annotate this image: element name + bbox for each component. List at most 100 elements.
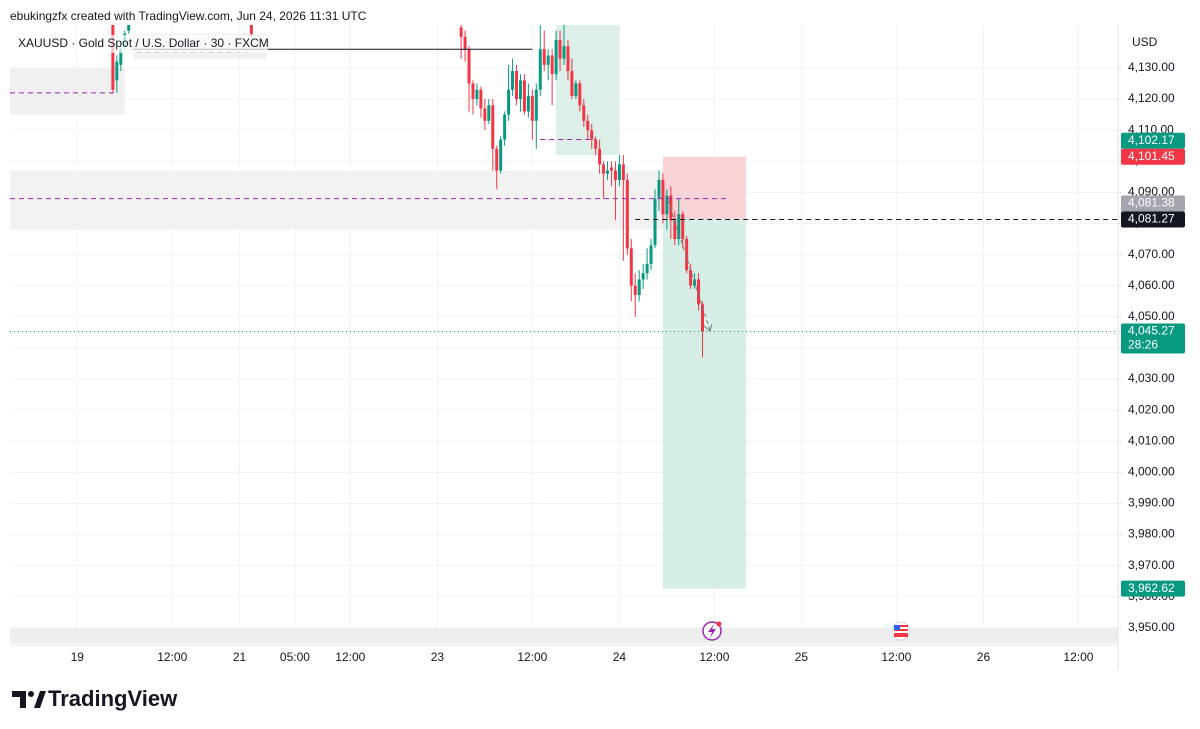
- y-tick-label: 4,030.00: [1128, 371, 1175, 385]
- candle-body: [550, 55, 554, 75]
- candle-body: [471, 83, 475, 100]
- candle-body: [562, 46, 566, 59]
- y-axis-label: USD: [1132, 35, 1158, 49]
- candle-body: [495, 148, 499, 171]
- candle-body: [645, 263, 649, 274]
- candle-body: [507, 89, 511, 115]
- candle-body: [522, 80, 526, 112]
- candle-body: [582, 105, 586, 121]
- candle-body: [491, 105, 495, 149]
- candle-body: [685, 239, 689, 271]
- price-badge: [1121, 580, 1185, 597]
- price-badge: [1121, 148, 1185, 165]
- candle-body: [625, 179, 629, 249]
- y-tick-label: 4,070.00: [1128, 247, 1175, 261]
- candle-body: [511, 71, 515, 90]
- candle-body: [657, 179, 661, 199]
- candle-body: [673, 220, 677, 240]
- candle-body: [609, 167, 613, 171]
- candle-body: [606, 170, 610, 174]
- candle-body: [526, 95, 530, 112]
- candle-body: [649, 245, 653, 264]
- drawings: [10, 25, 1118, 644]
- event-icon: [702, 621, 722, 641]
- candle-body: [499, 139, 503, 171]
- candle-body: [115, 61, 119, 81]
- candle-body: [249, 25, 253, 34]
- candle-body: [653, 198, 657, 246]
- y-tick-label: 4,050.00: [1128, 309, 1175, 323]
- candle-body: [665, 195, 669, 215]
- candle-body: [538, 49, 542, 90]
- chart-title: XAUUSD · Gold Spot / U.S. Dollar · 30 · …: [18, 36, 269, 50]
- candle-body: [689, 270, 693, 286]
- x-tick-label: 21: [233, 650, 247, 664]
- y-tick-label: 3,980.00: [1128, 527, 1175, 541]
- brand: TradingView: [48, 686, 178, 711]
- logo: [12, 691, 46, 708]
- candle-body: [586, 120, 590, 131]
- candle-body: [127, 25, 131, 31]
- candle-body: [617, 164, 621, 180]
- price-labels: 4,102.17 4,101.45 4,081.38 4,081.27 4,045.27…: [1121, 132, 1185, 597]
- target-zone: [662, 219, 747, 589]
- candle-body: [534, 89, 538, 121]
- x-tick-label: 05:00: [280, 650, 310, 664]
- x-tick-label: 12:00: [157, 650, 187, 664]
- y-tick-label: 4,120.00: [1128, 91, 1175, 105]
- candle-body: [594, 139, 598, 149]
- candle-body: [613, 170, 617, 180]
- candle-body: [578, 83, 582, 106]
- candle-body: [467, 49, 471, 84]
- candle-body: [570, 71, 574, 96]
- x-tick-label: 19: [71, 650, 85, 664]
- candle-body: [558, 39, 562, 59]
- candle-body: [483, 108, 487, 121]
- x-tick-label: 12:00: [699, 650, 729, 664]
- candle-body: [515, 71, 519, 100]
- y-tick-label: 4,060.00: [1128, 278, 1175, 292]
- candle-body: [602, 164, 606, 174]
- candle-body: [111, 25, 115, 90]
- x-tick-label: 23: [431, 650, 445, 664]
- candle-body: [566, 46, 570, 72]
- candle-body: [574, 83, 578, 96]
- zone: [10, 627, 1118, 644]
- price-badge-label: 4,101.45: [1128, 149, 1175, 163]
- candle-body: [598, 148, 602, 165]
- price-badge: [1121, 132, 1185, 149]
- legend-bg: [14, 35, 268, 53]
- candle-body: [590, 130, 594, 140]
- price-badge: [1121, 323, 1185, 354]
- candle-body: [633, 285, 637, 296]
- price-badge-label: 4,102.17: [1128, 133, 1175, 147]
- candle-body: [661, 179, 665, 215]
- y-tick-label: 4,020.00: [1128, 402, 1175, 416]
- flag-icon: [891, 621, 911, 641]
- x-tick-label: 12:00: [881, 650, 911, 664]
- x-tick-label: 24: [613, 650, 627, 664]
- candle-body: [621, 164, 625, 180]
- candle-body: [487, 105, 491, 121]
- header: ebukingzfx created with TradingView.com,…: [10, 9, 367, 23]
- candle-body: [697, 279, 701, 305]
- candle-body: [701, 304, 704, 332]
- candle-body: [475, 89, 479, 100]
- candle-body: [641, 273, 645, 280]
- price-badge-label: 4,045.27: [1128, 324, 1175, 338]
- y-tick-label: 3,950.00: [1128, 620, 1175, 634]
- candle-body: [681, 214, 685, 240]
- stop-zone: [662, 156, 747, 220]
- y-tick-label: 4,090.00: [1128, 185, 1175, 199]
- candle-body: [530, 95, 534, 121]
- x-tick-label: 12:00: [335, 650, 365, 664]
- candle-body: [119, 49, 123, 65]
- x-tick-label: 25: [795, 650, 809, 664]
- candle-body: [518, 80, 522, 100]
- y-tick-label: 4,010.00: [1128, 433, 1175, 447]
- zone: [10, 170, 727, 230]
- x-tick-label: 12:00: [1063, 650, 1093, 664]
- candle-body: [677, 214, 681, 240]
